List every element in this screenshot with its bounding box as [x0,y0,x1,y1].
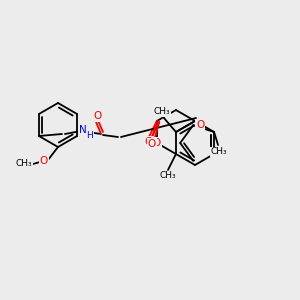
Text: H: H [87,130,93,140]
Text: CH₃: CH₃ [154,107,170,116]
Text: CH₃: CH₃ [15,160,32,169]
Text: O: O [145,137,153,147]
Text: O: O [148,139,156,149]
Text: O: O [153,138,161,148]
Text: N: N [79,125,87,135]
Text: CH₃: CH₃ [160,172,176,181]
Text: O: O [196,120,204,130]
Text: O: O [94,111,102,121]
Text: O: O [40,156,48,166]
Text: CH₃: CH₃ [211,148,227,157]
